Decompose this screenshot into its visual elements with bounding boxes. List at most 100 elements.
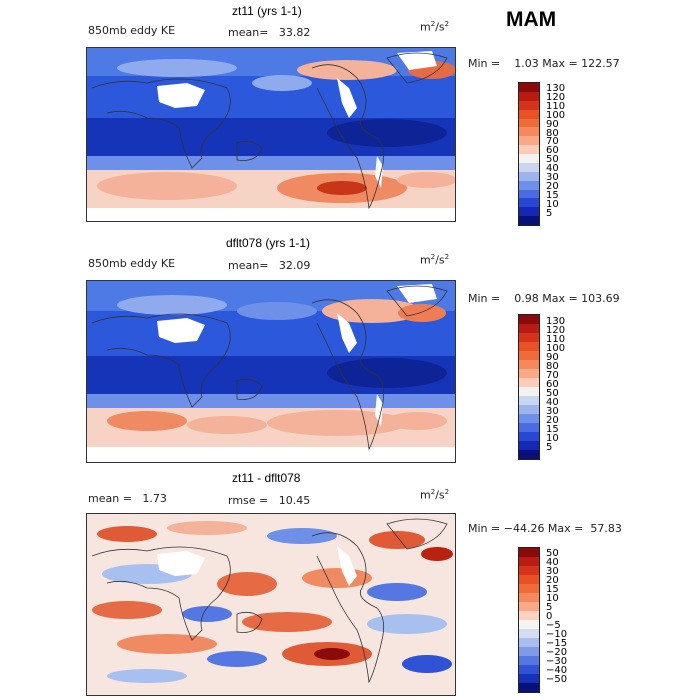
colorbar-tick-label: 70 [546,370,559,381]
colorbar-swatch [519,423,539,432]
panel-1-colorbar [518,82,540,226]
colorbar-swatch [519,118,539,128]
colorbar-tick-label: 40 [546,557,559,568]
colorbar-swatch [519,629,539,638]
colorbar-tick-label: 80 [546,361,559,372]
colorbar-swatch [519,602,539,611]
colorbar-swatch [519,450,539,459]
colorbar-swatch [519,441,539,450]
colorbar-swatch [519,432,539,441]
colorbar-swatch [519,91,539,101]
colorbar-tick-label: 40 [546,397,559,408]
colorbar-tick-label: 120 [546,91,566,103]
panel-2-map [86,280,456,463]
panel-2-range: Min = 0.98 Max = 103.69 [468,292,620,305]
colorbar-tick-label: 50 [546,154,559,166]
colorbar-swatch [519,207,539,217]
colorbar-swatch [519,180,539,190]
colorbar-tick-label: 90 [546,118,559,130]
colorbar-tick-label: −40 [546,665,568,676]
colorbar-swatch [519,145,539,154]
colorbar-tick-label: 60 [546,145,559,157]
colorbar-swatch [519,171,539,181]
colorbar-tick-label: 15 [546,584,559,595]
colorbar-tick-label: 20 [546,180,559,192]
panel-1-map [86,47,456,222]
colorbar-tick-label: −5 [546,620,561,631]
panel-3-stat: rmse = 10.45 [228,494,310,507]
panel-3-stat-value: 10.45 [278,494,311,507]
colorbar-tick-label: 20 [546,575,559,586]
colorbar-tick-label: 30 [546,566,559,577]
panel-3-title: zt11 - dflt078 [232,471,301,485]
panel-2-stat-label: mean= [228,259,269,272]
colorbar-tick-label: 50 [546,388,559,399]
colorbar-swatch [519,351,539,360]
colorbar-swatch [519,109,539,119]
colorbar-tick-label: 130 [546,83,566,94]
panel-2-stat-value: 32.09 [278,259,311,272]
colorbar-swatch [519,127,539,137]
colorbar-swatch [519,683,539,692]
colorbar-tick-label: −15 [546,638,568,649]
colorbar-tick-label: 5 [546,602,553,613]
colorbar-tick-label: 130 [546,316,566,327]
colorbar-tick-label: 10 [546,593,559,604]
colorbar-tick-label: 60 [546,379,559,390]
panel-1-stat: mean= 33.82 [228,26,310,39]
colorbar-tick-label: 20 [546,415,559,426]
panel-1-variable-label: 850mb eddy KE [88,24,176,37]
colorbar-tick-label: 110 [546,100,566,112]
colorbar-tick-label: 70 [546,136,559,148]
panel-2-units: m2/s2 [420,253,450,267]
colorbar-swatch [519,611,539,620]
panel-3-mean-value: 1.73 [142,492,167,505]
panel-1-units: m2/s2 [420,20,450,34]
colorbar-tick-label: −20 [546,647,568,658]
colorbar-tick-label: 110 [546,334,566,345]
colorbar-swatch [519,656,539,665]
panel-3-colorbar [518,547,540,693]
colorbar-swatch [519,369,539,378]
colorbar-tick-label: 80 [546,127,559,139]
colorbar-swatch [519,566,539,575]
panel-2-variable-label: 850mb eddy KE [88,257,176,270]
colorbar-swatch [519,593,539,602]
colorbar-tick-label: 15 [546,189,559,201]
colorbar-tick-label: 30 [546,406,559,417]
colorbar-tick-label: 120 [546,325,566,336]
colorbar-tick-label: 15 [546,424,559,435]
colorbar-swatch [519,620,539,629]
panel-3-stat-label: rmse = [228,494,269,507]
colorbar-swatch [519,405,539,414]
panel-2-stat: mean= 32.09 [228,259,310,272]
panel-1-title: zt11 (yrs 1-1) [232,4,302,18]
colorbar-swatch [519,189,539,199]
colorbar-swatch [519,162,539,172]
colorbar-swatch [519,557,539,566]
colorbar-tick-label: 100 [546,343,566,354]
colorbar-tick-label: 5 [546,442,553,453]
colorbar-swatch [519,136,539,146]
colorbar-tick-label: 5 [546,207,553,219]
colorbar-tick-label: 50 [546,548,559,559]
colorbar-swatch [519,154,539,163]
colorbar-tick-label: −30 [546,656,568,667]
panel-1-stat-label: mean= [228,26,269,39]
colorbar-swatch [519,315,539,324]
panel-3-mean-label: mean = [88,492,132,505]
panel-1-stat-value: 33.82 [278,26,311,39]
colorbar-swatch [519,548,539,557]
season-label: MAM [506,8,557,31]
colorbar-swatch [519,387,539,396]
colorbar-swatch [519,575,539,584]
colorbar-swatch [519,100,539,110]
colorbar-tick-label: 10 [546,198,559,210]
panel-3-map [86,513,456,696]
colorbar-swatch [519,584,539,593]
colorbar-tick-label: −50 [546,674,568,685]
colorbar-swatch [519,674,539,683]
colorbar-tick-label: 40 [546,163,559,175]
colorbar-swatch [519,396,539,405]
colorbar-tick-label: 90 [546,352,559,363]
